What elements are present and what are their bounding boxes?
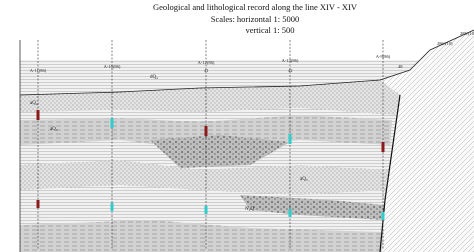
screen xyxy=(288,134,292,144)
screen xyxy=(381,212,385,220)
boreholes: A-11(86) A-10(86) A-12(86) A-13(86) A-9(86) 4… xyxy=(30,31,474,250)
borehole-label: A-9(86) xyxy=(376,54,391,59)
screen xyxy=(110,118,114,128)
point-label: 285/(10) xyxy=(460,31,474,36)
borehole-label: A-10(86) xyxy=(104,64,121,69)
borehole-label: A-11(86) xyxy=(30,68,47,73)
lens-1 xyxy=(150,135,290,168)
screen xyxy=(381,142,385,152)
surface xyxy=(19,29,474,96)
layers xyxy=(19,29,474,252)
borehole-label: A-13(86) xyxy=(282,58,299,63)
layer-label: N₂Q xyxy=(245,207,254,212)
screen xyxy=(110,203,114,211)
screen xyxy=(204,126,208,136)
layer-4 xyxy=(20,220,383,252)
point-label: 48 xyxy=(398,64,403,69)
layer-top xyxy=(20,80,400,115)
borehole-label: A-12(86) xyxy=(198,60,215,65)
layer-label: aQ₃ xyxy=(50,127,58,132)
screen xyxy=(204,206,208,214)
layer-label: dQ₄ xyxy=(150,75,158,80)
layer-3 xyxy=(20,160,388,195)
scale-vertical: vertical 1: 500 xyxy=(245,25,294,35)
screen xyxy=(36,110,40,120)
scale-horizontal: Scales: horizontal 1: 5000 xyxy=(211,14,300,24)
point-label: 41 xyxy=(204,68,209,73)
lens-2 xyxy=(240,195,385,220)
screen xyxy=(36,200,40,208)
fault xyxy=(379,94,401,252)
point-label: 286/(10) xyxy=(437,41,453,46)
layer-label: aQ₃ xyxy=(300,177,308,182)
point-label: 42 xyxy=(288,68,293,73)
title: Geological and lithological record along… xyxy=(153,2,358,12)
screen xyxy=(288,209,292,217)
layer-label: aQ₄ xyxy=(30,101,38,106)
